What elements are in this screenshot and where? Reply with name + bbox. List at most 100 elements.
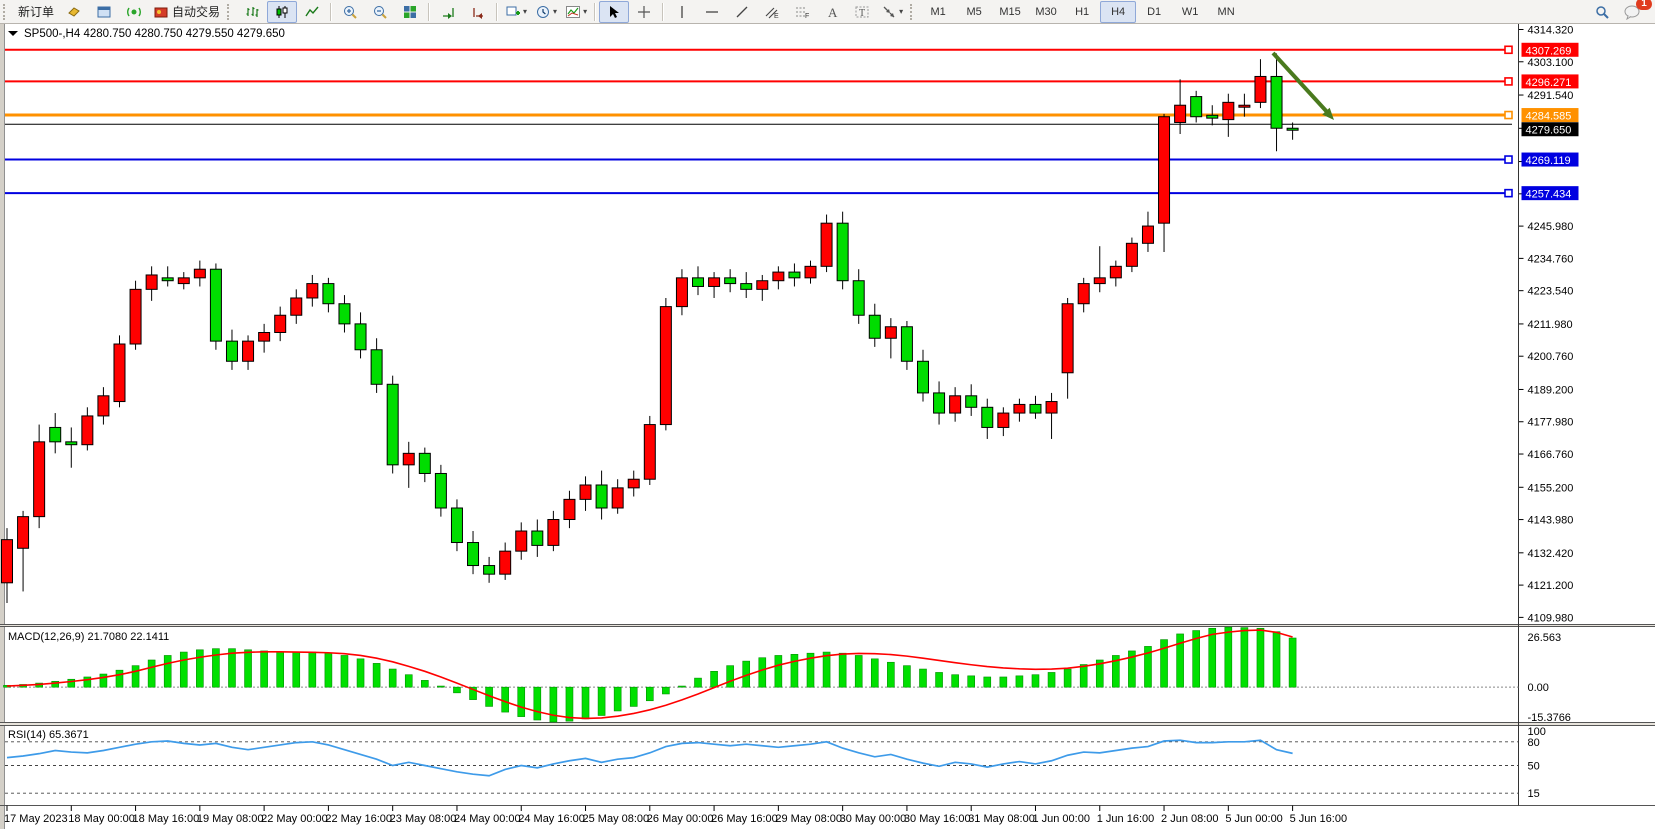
candle-body [563,498,576,521]
notifications-button[interactable]: 1 [1617,0,1652,23]
macd-histogram-bar [131,665,140,688]
time-axis-label: 26 May 00:00 [647,813,714,825]
candle-body [1206,114,1219,119]
time-axis-label: 22 May 16:00 [325,813,392,825]
timeframe-d1[interactable]: D1 [1147,5,1162,18]
trendline-tool[interactable] [727,1,757,23]
zoom-out-button[interactable] [365,1,395,23]
candle-body [97,395,110,417]
candle-body [675,277,688,308]
macd-histogram-bar [983,676,992,688]
line-chart-mode-button[interactable] [297,1,327,23]
candle-body [965,395,978,408]
candle-body [290,297,303,316]
fibonacci-tool[interactable]: F [787,1,817,23]
macd-histogram-bar [196,649,204,688]
timeframe-m15[interactable]: M15 [999,5,1021,18]
macd-histogram-bar [1031,674,1040,688]
candlestick-mode-button[interactable] [267,0,298,23]
candle-body [370,349,383,385]
timeframe-w1[interactable]: W1 [1181,5,1199,18]
macd-histogram-bar [629,686,638,707]
bar-chart-mode-button[interactable] [237,1,267,23]
macd-histogram-bar [597,686,606,716]
new-chart-button[interactable]: ▾ [501,1,531,23]
candlestick-series [1,53,1299,603]
candle-body [692,277,705,287]
macd-histogram-bar [292,651,301,688]
candle-body [1238,104,1251,108]
terminal-window-icon[interactable] [89,1,119,23]
macd-pane[interactable]: MACD(12,26,9) 21.7080 22.1411 [3,626,1519,723]
time-axis-label: 23 May 08:00 [390,813,457,825]
price-axis: 4314.3204303.1004291.5404279.9804268.420… [1518,24,1574,800]
market-watch-icon[interactable] [59,1,89,23]
equidistant-channel-tool[interactable]: E [757,1,787,23]
macd-histogram-bar [1272,631,1281,688]
signal-icon-button[interactable] [119,1,149,23]
text-label-tool[interactable]: T [847,1,877,23]
tile-windows-button[interactable] [395,1,425,23]
chart-canvas[interactable]: 4314.3204303.1004291.5404279.9804268.420… [0,24,1655,829]
cursor-tool-button[interactable] [599,0,630,23]
timeframe-h4[interactable]: H4 [1100,0,1137,23]
auto-scroll-icon [443,7,454,19]
candle-body [33,441,46,518]
chevron-down-icon[interactable] [8,31,18,36]
timeframe-m1[interactable]: M1 [930,5,946,18]
price-tick-label: 4109.980 [1528,612,1574,624]
toolbar-drag-handle[interactable] [227,3,234,20]
toolbar-drag-handle[interactable] [910,3,917,20]
rsi-pane[interactable]: RSI(14) 65.3671 [5,729,1519,794]
candle-body [1190,96,1203,118]
candle-body [643,424,656,480]
auto-trading-button[interactable]: 自动交易 [149,1,224,23]
time-axis-label: 30 May 00:00 [840,813,907,825]
macd-histogram-bar [163,655,172,688]
main-chart-pane[interactable] [1,45,1513,603]
zoom-in-button[interactable] [335,1,365,23]
text-tool[interactable]: A [817,1,847,23]
arrows-tool[interactable]: ▾ [877,1,907,23]
timeframe-h1[interactable]: H1 [1075,5,1090,18]
horizontal-line-tool[interactable] [697,1,727,23]
chart-shift-icon [473,7,484,19]
macd-histogram-bar [726,665,734,688]
time-axis-label: 1 Jun 16:00 [1097,813,1155,825]
indicators-button[interactable]: ▾ [561,1,591,23]
line-endpoint-marker[interactable] [1504,45,1513,55]
new-order-button[interactable]: 新订单 [18,5,55,19]
annotation-arrow[interactable] [1271,51,1334,120]
timeframe-m30[interactable]: M30 [1035,5,1057,18]
line-endpoint-marker[interactable] [1504,155,1513,164]
toolbar-drag-handle[interactable] [3,3,10,20]
macd-histogram-bar [276,651,284,688]
candle-body [483,565,496,575]
price-tick-label: 4121.200 [1528,580,1574,592]
trendline-icon [736,6,748,17]
macd-histogram-bar [806,652,815,688]
line-endpoint-marker[interactable] [1504,188,1513,198]
macd-histogram-bar [83,676,92,688]
line-endpoint-marker[interactable] [1504,77,1513,86]
periods-button[interactable]: ▾ [531,1,561,23]
main-toolbar: 新订单 自动交易 ▾ [0,0,1655,24]
line-endpoint-marker[interactable] [1504,110,1513,120]
crosshair-tool-button[interactable] [629,1,659,23]
time-axis-label: 5 Jun 00:00 [1225,813,1283,825]
auto-scroll-button[interactable] [433,1,463,23]
price-tick-label: 4166.760 [1528,449,1574,461]
candle-body [916,360,929,394]
candle-body [17,516,30,549]
time-axis-label: 17 May 2023 [4,813,68,825]
dropdown-caret-icon: ▾ [899,7,904,16]
timeframe-m5[interactable]: M5 [966,5,982,18]
candle-body [579,484,592,500]
vertical-line-tool[interactable] [667,1,697,23]
search-button[interactable] [1587,1,1617,23]
candle-body [900,326,913,362]
chart-shift-button[interactable] [463,1,493,23]
macd-histogram-bar [1015,675,1024,688]
timeframe-mn[interactable]: MN [1217,5,1235,18]
